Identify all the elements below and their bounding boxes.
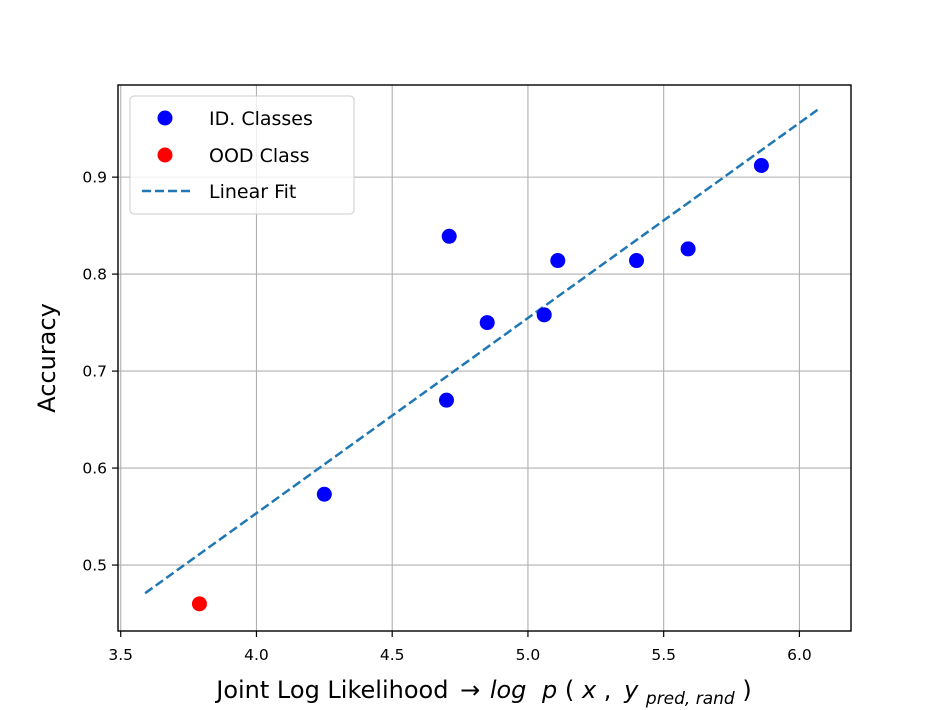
y-tick-label: 0.5: [82, 557, 107, 575]
x-axis-title-arrow: →: [460, 676, 480, 704]
legend-label-id-classes: ID. Classes: [209, 108, 313, 130]
x-axis-title-comma: ,: [604, 676, 612, 704]
x-tick-label: 6.0: [787, 646, 812, 664]
y-tick-label: 0.6: [82, 460, 107, 478]
x-axis-ticks: 3.5 4.0 4.5 5.0 5.5 6.0: [108, 631, 812, 664]
x-axis-title-subscript: pred, rand: [645, 689, 735, 709]
y-tick-label: 0.8: [82, 266, 107, 284]
y-tick-label: 0.7: [82, 363, 107, 381]
id-classes-point: [629, 253, 645, 269]
id-classes-point: [550, 253, 566, 269]
legend-box: [129, 95, 355, 215]
legend: ID. Classes OOD Class Linear Fit: [129, 95, 355, 215]
legend-marker-id-classes: [157, 110, 173, 126]
x-tick-label: 5.0: [516, 646, 541, 664]
id-classes-point: [441, 228, 457, 244]
id-classes-point: [753, 157, 769, 173]
fit-line-layer: [144, 108, 820, 595]
x-axis-title-y: y: [623, 676, 639, 704]
grid: [118, 85, 851, 631]
id-classes-point: [316, 486, 332, 502]
x-axis-title-p: p: [541, 676, 557, 704]
plot-frame: [117, 84, 852, 632]
x-axis-title-text: Joint Log Likelihood: [214, 676, 448, 704]
id-classes-point: [438, 392, 454, 408]
y-axis-title: Accuracy: [33, 303, 61, 413]
x-axis-title-log: log: [490, 676, 527, 704]
y-tick-label: 0.9: [82, 169, 107, 187]
linear-fit-line: [144, 108, 820, 595]
x-axis-title-close-paren: ): [742, 676, 751, 704]
y-axis-ticks: 0.5 0.6 0.7 0.8 0.9: [82, 169, 118, 575]
legend-label-ood-class: OOD Class: [209, 145, 310, 167]
x-axis-title-open-paren: (: [565, 676, 574, 704]
ood-class-point: [191, 596, 207, 612]
x-axis-title: Joint Log Likelihood → log p ( x , y pre…: [214, 676, 751, 710]
legend-marker-ood-class: [157, 147, 173, 163]
id-classes-point: [479, 315, 495, 331]
id-classes-point: [680, 241, 696, 257]
x-axis-title-x: x: [581, 676, 597, 704]
x-tick-label: 4.0: [244, 646, 269, 664]
x-tick-label: 4.5: [380, 646, 405, 664]
points-layer: [191, 157, 769, 612]
x-tick-label: 5.5: [651, 646, 676, 664]
id-classes-point: [536, 307, 552, 323]
x-tick-label: 3.5: [108, 646, 133, 664]
legend-label-linear-fit: Linear Fit: [209, 181, 296, 203]
